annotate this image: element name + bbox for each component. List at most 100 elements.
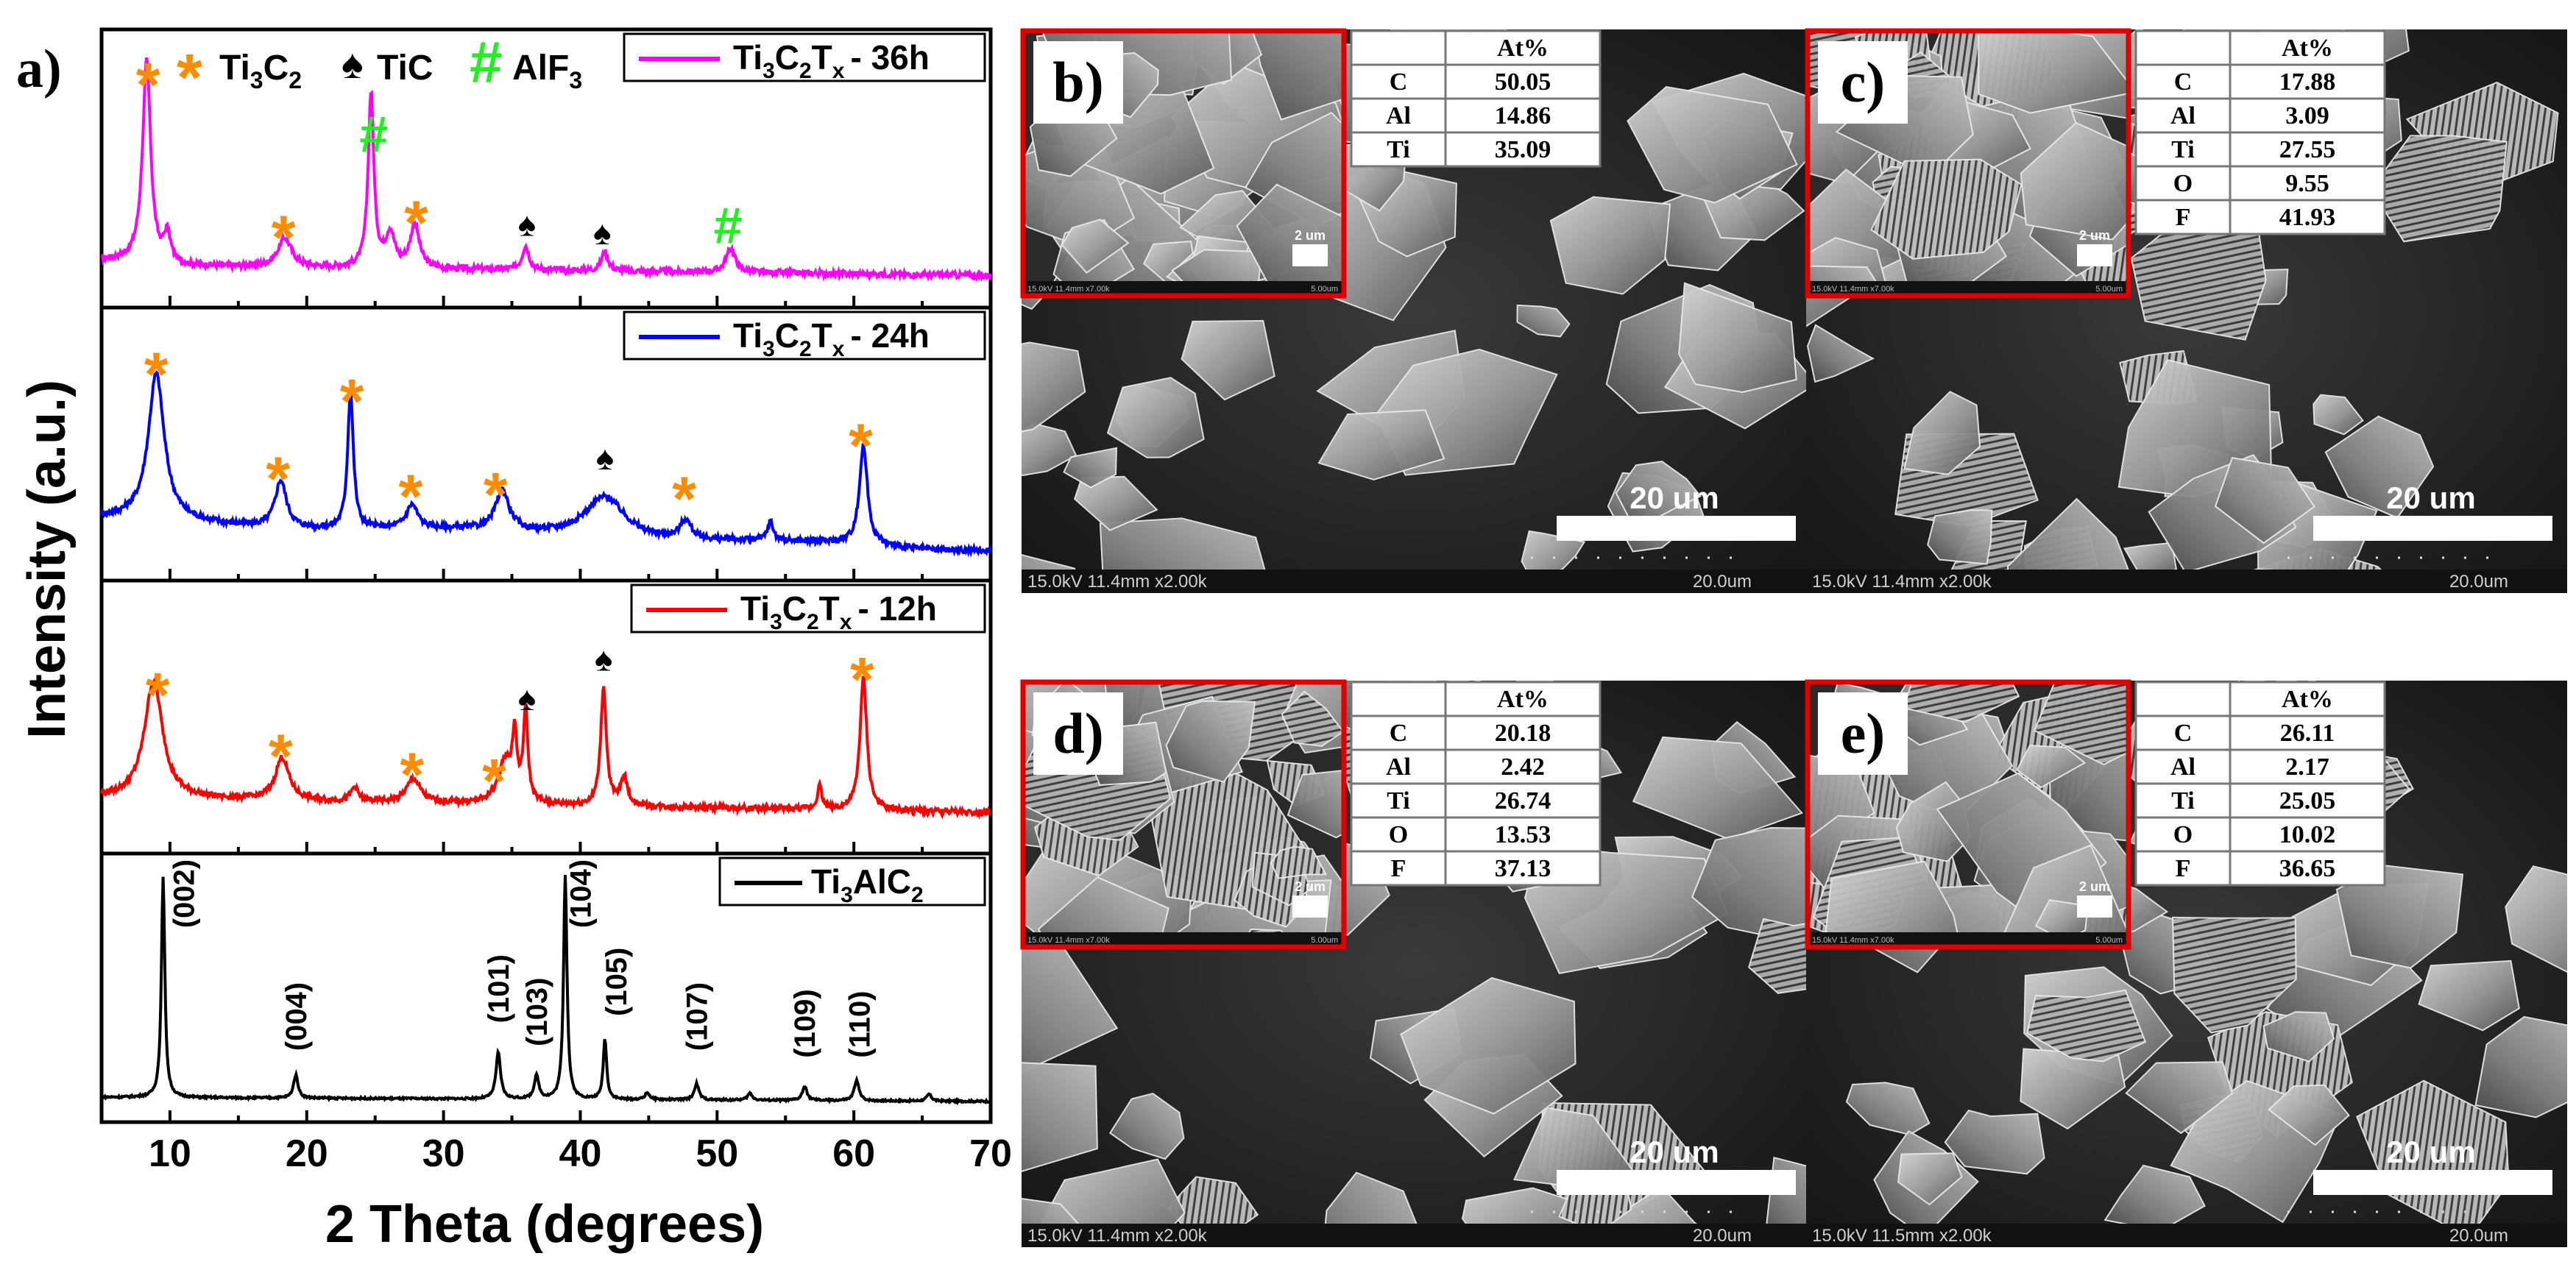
- text-part: 3: [762, 59, 775, 83]
- table-element: Al: [1386, 753, 1411, 781]
- hkl-label: (002): [169, 859, 201, 928]
- table-element: F: [2176, 855, 2191, 882]
- table-element: Ti: [1387, 787, 1410, 815]
- sem-particle: [2474, 1015, 2567, 1118]
- sem-particle: [1022, 1062, 1098, 1172]
- sem-particle: [2214, 456, 2315, 544]
- table-value: 2.42: [1501, 753, 1545, 781]
- hkl-label: (110): [844, 991, 877, 1058]
- sem-particle: [2313, 394, 2364, 436]
- peak-marker: *: [404, 188, 428, 257]
- inset-scale-label: 2 um: [2079, 879, 2110, 894]
- inset-scale-bar: [2077, 244, 2112, 266]
- peak-marker: #: [359, 106, 388, 163]
- sem-particle: [1927, 509, 1993, 565]
- peak-marker: *: [850, 645, 874, 714]
- inset-scale-label: 2 um: [1295, 228, 1326, 243]
- text-part: C: [263, 49, 289, 88]
- sem-particle: [1400, 976, 1577, 1115]
- peak-marker: *: [136, 50, 160, 119]
- panel-label-box: [1033, 692, 1123, 775]
- sem-particle: [1998, 844, 2129, 947]
- table-element: F: [1391, 855, 1406, 882]
- sem-footer-right: 20.0um: [1693, 572, 1752, 592]
- scale-bar-label: 20 um: [1630, 1135, 1719, 1169]
- inset-footer-bar: [1023, 932, 1344, 947]
- sem-particle: [1806, 324, 1875, 383]
- sem-particle: [1022, 341, 1086, 433]
- sem-footer-right: 20.0um: [2449, 1226, 2508, 1246]
- text-part: Ti: [811, 862, 841, 901]
- sem-particle: [1870, 158, 2023, 260]
- sem-particle: [2171, 916, 2297, 1034]
- sem-particle: [1317, 409, 1446, 480]
- table-value: 35.09: [1495, 136, 1551, 163]
- sem-footer-bar: [1806, 570, 2567, 593]
- sem-particle: [1106, 377, 1205, 458]
- panel-label-box: [1818, 692, 1908, 775]
- sem-particle: [2505, 865, 2567, 973]
- inset-footer-right: 5.00um: [1311, 936, 1338, 945]
- text-part: x: [832, 59, 845, 83]
- table-element: O: [2173, 821, 2193, 848]
- sem-particle: [1516, 304, 1571, 338]
- table-value: 25.05: [2279, 787, 2336, 815]
- text-part: C: [775, 38, 799, 77]
- xrd-series: (002) (004) (101) (103) (104)(105) (107) (109)…: [99, 851, 993, 1124]
- inset-footer-bar: [1023, 281, 1344, 296]
- text-part: C: [775, 316, 799, 355]
- text-part: 2: [807, 610, 819, 634]
- table-element: Al: [2170, 102, 2195, 130]
- inset-footer-bar: [1808, 281, 2129, 296]
- table-element: C: [1390, 68, 1408, 96]
- peak-marker: *: [484, 460, 508, 529]
- peak-marker: *: [272, 202, 296, 272]
- sem-particle: [2020, 121, 2129, 241]
- sem-particle: [1678, 282, 1797, 394]
- diffraction-line: [100, 675, 991, 820]
- peak-marker: ♠: [593, 213, 611, 252]
- text-part: T: [819, 589, 840, 628]
- sem-panel: 15.0kV 11.5mm x2.00k 20.0um 20 um 15.0kV 11…: [1805, 679, 2567, 1247]
- table-value: 3.09: [2285, 102, 2329, 130]
- inset-footer-right: 5.00um: [2095, 936, 2123, 945]
- table-value: 17.88: [2279, 68, 2336, 96]
- panel-label: c): [1841, 50, 1886, 114]
- sem-particle: [1063, 447, 1118, 489]
- text-part: Ti: [740, 589, 770, 628]
- sem-particle: [1270, 845, 1328, 879]
- table-element: Al: [1386, 102, 1411, 130]
- sem-footer-left: 15.0kV 11.5mm x2.00k: [1812, 1226, 1992, 1246]
- inset-scale-label: 2 um: [1295, 879, 1326, 894]
- legend-label: Ti3C2Tx - 24h: [733, 316, 930, 361]
- peak-marker: #: [714, 196, 743, 254]
- legend-symbol-label: Ti3C2: [219, 49, 302, 93]
- sem-particle: [1022, 422, 1078, 477]
- table-value: 50.05: [1495, 68, 1551, 96]
- sem-particle: [2335, 864, 2464, 969]
- text-part: 2: [911, 883, 924, 907]
- legend-label: Ti3C2Tx - 12h: [740, 589, 937, 634]
- x-axis: 10 20 30 40 50 60 70: [100, 296, 1012, 1175]
- sem-particle: [1281, 690, 1344, 747]
- hkl-label: (101): [483, 954, 515, 1023]
- table-element: C: [1390, 720, 1408, 747]
- text-part: 2: [799, 59, 812, 83]
- inset-scale-bar: [2077, 895, 2112, 918]
- eds-table: At% C 50.05 Al 14.86 Ti 35.09: [1350, 29, 1602, 168]
- legend-symbol-label: TiC: [377, 49, 433, 88]
- panel-label: d): [1052, 701, 1103, 765]
- table-value: 20.18: [1495, 720, 1551, 747]
- table-value: 13.53: [1495, 821, 1551, 848]
- table-value: 14.86: [1495, 102, 1551, 130]
- text-part: - 36h: [850, 38, 929, 77]
- eds-table: At% C 17.88 Al 3.09 Ti 27.55 O 9.55 F 41.93: [2134, 29, 2386, 235]
- peak-marker: ♠: [518, 205, 536, 244]
- legend-symbol: #: [470, 29, 503, 95]
- sem-inset: 15.0kV 11.4mm x7.00k 5.00um 2 um: [1808, 31, 2129, 296]
- panel-label-box: [1818, 41, 1908, 124]
- table-header: At%: [1497, 686, 1549, 713]
- peak-marker: *: [144, 339, 169, 408]
- sem-particle: [1615, 461, 1702, 531]
